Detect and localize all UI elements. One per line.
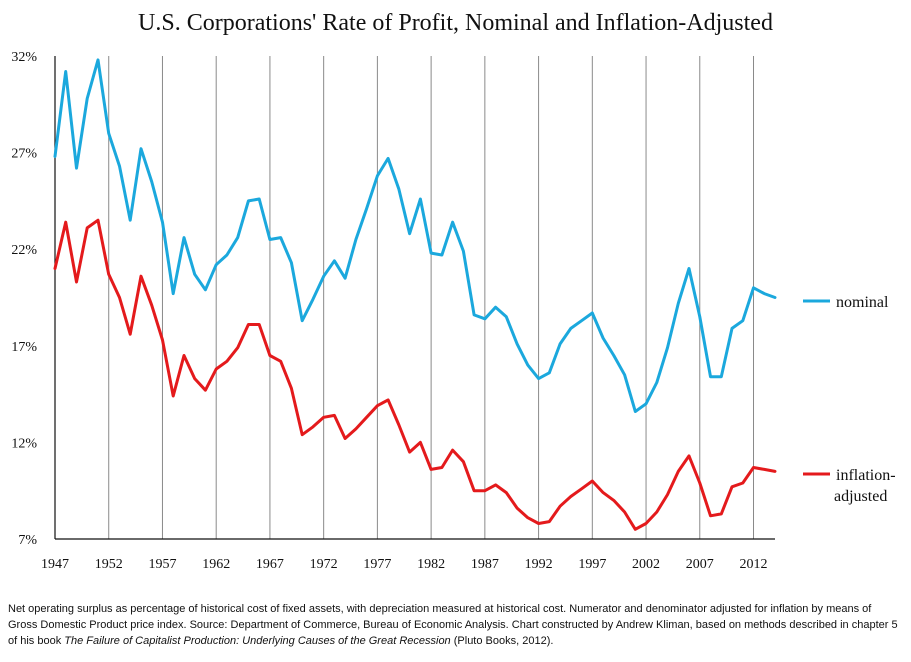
x-tick-label: 1977 <box>363 557 391 572</box>
x-tick-label: 1992 <box>525 557 553 572</box>
footnote-suffix: (Pluto Books, 2012). <box>450 635 554 647</box>
x-tick-label: 1972 <box>310 557 338 572</box>
y-tick-label: 32% <box>11 50 37 65</box>
y-tick-label: 27% <box>11 147 37 162</box>
legend-label-inflation-line2: adjusted <box>834 488 887 505</box>
x-tick-label: 1987 <box>471 557 499 572</box>
chart-title: U.S. Corporations' Rate of Profit, Nomin… <box>138 10 773 36</box>
x-tick-label: 1997 <box>578 557 606 572</box>
footnote-book-title: The Failure of Capitalist Production: Un… <box>64 635 451 647</box>
y-tick-label: 17% <box>11 340 37 355</box>
x-tick-label: 1947 <box>41 557 69 572</box>
y-tick-label: 7% <box>18 533 37 548</box>
x-tick-label: 1982 <box>417 557 445 572</box>
x-tick-label: 2007 <box>686 557 714 572</box>
x-tick-label: 2002 <box>632 557 660 572</box>
legend: nominal inflation- adjusted <box>803 294 896 505</box>
series-lines <box>53 58 777 531</box>
series-line-nominal <box>53 58 777 413</box>
chart-footnote: Net operating surplus as percentage of h… <box>8 601 903 649</box>
legend-label-nominal: nominal <box>836 294 889 311</box>
legend-label-inflation-line1: inflation- <box>836 467 896 484</box>
line-chart: 1947 1952 1957 1962 1967 1972 1977 1982 1987 1992… <box>11 50 896 572</box>
grid-lines <box>54 56 755 539</box>
x-tick-label: 2012 <box>740 557 768 572</box>
series-line-inflation-adjusted <box>53 218 777 531</box>
x-tick-label: 1967 <box>256 557 284 572</box>
y-tick-label: 12% <box>11 436 37 451</box>
x-tick-label: 1957 <box>148 557 176 572</box>
y-tick-label: 22% <box>11 243 37 258</box>
axes: 1947 1952 1957 1962 1967 1972 1977 1982 1987 1992… <box>11 50 775 572</box>
x-tick-label: 1952 <box>95 557 123 572</box>
footnote-text: Net operating surplus as percentage of h… <box>8 603 898 647</box>
x-tick-label: 1962 <box>202 557 230 572</box>
